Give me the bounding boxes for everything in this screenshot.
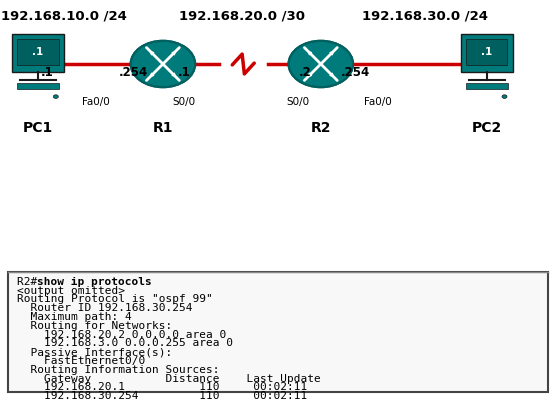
Text: show ip protocols: show ip protocols xyxy=(37,277,152,287)
Text: .254: .254 xyxy=(119,66,148,78)
Text: Maximum path: 4: Maximum path: 4 xyxy=(17,312,131,322)
Circle shape xyxy=(131,41,195,87)
Text: <output omitted>: <output omitted> xyxy=(17,286,125,296)
FancyBboxPatch shape xyxy=(17,39,58,65)
Text: 192.168.10.0 /24: 192.168.10.0 /24 xyxy=(1,10,127,22)
Text: S0/0: S0/0 xyxy=(286,97,309,107)
Text: 192.168.30.0 /24: 192.168.30.0 /24 xyxy=(363,10,488,22)
Text: Routing Information Sources:: Routing Information Sources: xyxy=(17,365,219,375)
Text: 192.168.20.2 0.0.0.0 area 0: 192.168.20.2 0.0.0.0 area 0 xyxy=(17,330,226,340)
Text: 192.168.20.1           110     00:02:11: 192.168.20.1 110 00:02:11 xyxy=(17,382,307,392)
FancyBboxPatch shape xyxy=(460,34,513,72)
Circle shape xyxy=(289,41,353,87)
FancyBboxPatch shape xyxy=(8,272,548,392)
Text: S0/0: S0/0 xyxy=(172,97,195,107)
Text: .1: .1 xyxy=(481,47,492,57)
Text: FastEthernet0/0: FastEthernet0/0 xyxy=(17,356,145,366)
Text: Passive Interface(s):: Passive Interface(s): xyxy=(17,347,172,357)
Text: PC2: PC2 xyxy=(471,121,502,135)
Text: .1: .1 xyxy=(32,47,43,57)
Text: Fa0/0: Fa0/0 xyxy=(82,97,110,107)
Text: Gateway           Distance    Last Update: Gateway Distance Last Update xyxy=(17,374,320,384)
FancyBboxPatch shape xyxy=(17,83,59,89)
Text: 192.168.30.254         110     00:02:11: 192.168.30.254 110 00:02:11 xyxy=(17,391,307,400)
Text: .2: .2 xyxy=(299,66,311,78)
Text: Fa0/0: Fa0/0 xyxy=(364,97,392,107)
Circle shape xyxy=(502,95,507,98)
Text: Router ID 192.168.30.254: Router ID 192.168.30.254 xyxy=(17,303,192,313)
FancyBboxPatch shape xyxy=(12,34,64,72)
Text: 192.168.20.0 /30: 192.168.20.0 /30 xyxy=(179,10,305,22)
Text: Routing for Networks:: Routing for Networks: xyxy=(17,321,172,331)
Text: .254: .254 xyxy=(341,66,370,78)
Text: PC1: PC1 xyxy=(23,121,53,135)
FancyBboxPatch shape xyxy=(466,39,507,65)
Text: .1: .1 xyxy=(41,66,53,78)
Text: 192.168.3.0 0.0.0.255 area 0: 192.168.3.0 0.0.0.255 area 0 xyxy=(17,338,232,348)
Text: .1: .1 xyxy=(178,66,191,78)
Text: R2#: R2# xyxy=(17,277,44,287)
Text: Routing Protocol is "ospf 99": Routing Protocol is "ospf 99" xyxy=(17,294,212,304)
FancyBboxPatch shape xyxy=(465,83,508,89)
Text: R1: R1 xyxy=(153,121,173,135)
Circle shape xyxy=(53,95,58,98)
Text: R2: R2 xyxy=(311,121,331,135)
